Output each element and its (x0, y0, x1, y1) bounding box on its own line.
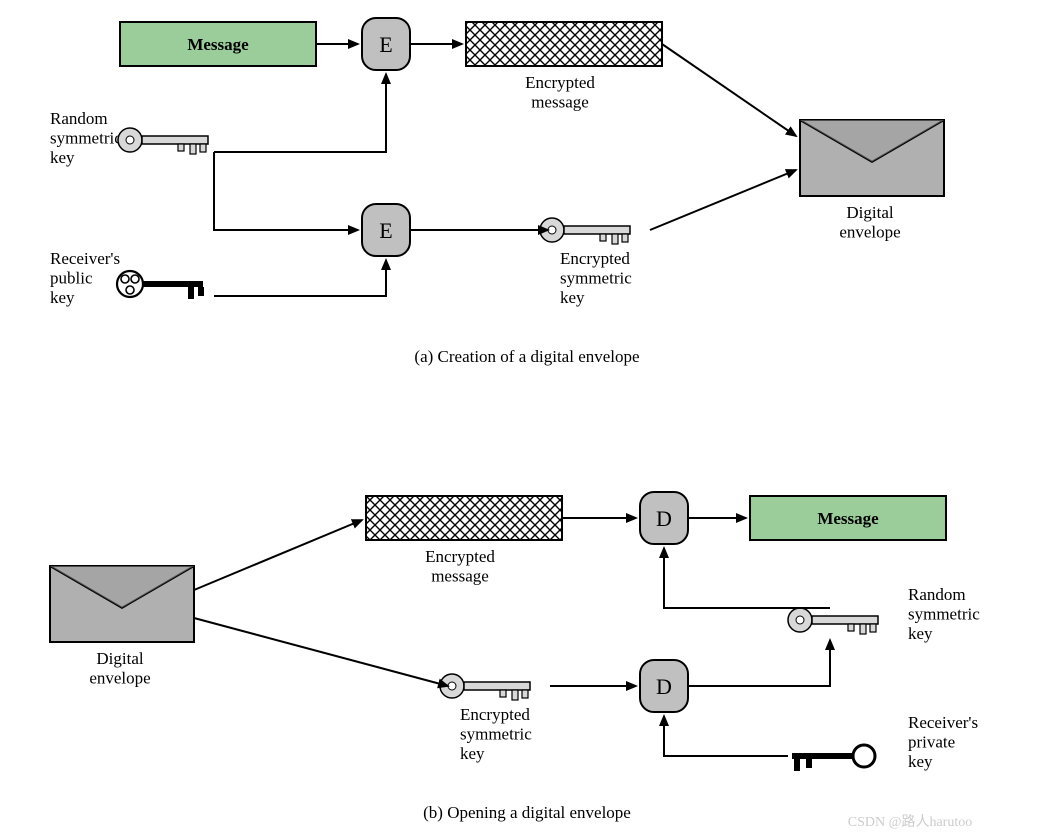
svg-text:Encrypted: Encrypted (560, 249, 630, 268)
svg-text:key: key (560, 288, 585, 307)
svg-text:private: private (908, 733, 955, 752)
cipher-node: E (362, 204, 410, 256)
cipher-node: D (640, 660, 688, 712)
svg-text:key: key (460, 744, 485, 763)
cipher-node: D (640, 492, 688, 544)
silverKey-icon (540, 218, 630, 244)
svg-text:Encrypted: Encrypted (525, 73, 595, 92)
svg-text:D: D (656, 674, 672, 699)
svg-text:key: key (908, 624, 933, 643)
svg-text:Random: Random (50, 109, 108, 128)
svg-text:envelope: envelope (839, 223, 900, 242)
arrow (194, 618, 448, 686)
svg-text:(b) Opening a digital envelope: (b) Opening a digital envelope (423, 803, 631, 822)
digital-envelope (50, 566, 194, 642)
silverKey-icon (788, 608, 878, 634)
encrypted-box (366, 496, 562, 540)
receiver-public-key-label: Receiver'spublickey (50, 249, 120, 307)
message-box: Message (120, 22, 316, 66)
svg-text:symmetric: symmetric (560, 269, 632, 288)
ornateKey-icon (117, 271, 204, 299)
svg-text:Digital: Digital (846, 203, 893, 222)
svg-text:public: public (50, 269, 93, 288)
watermark: CSDN @路人harutoo (848, 814, 973, 830)
svg-text:Receiver's: Receiver's (50, 249, 120, 268)
arrow (214, 74, 386, 152)
svg-text:symmetric: symmetric (908, 605, 980, 624)
svg-text:Encrypted: Encrypted (460, 705, 530, 724)
svg-text:Digital: Digital (96, 649, 143, 668)
encrypted-symmetric-key-label-b: Encryptedsymmetrickey (460, 705, 532, 763)
cipher-node: E (362, 18, 410, 70)
svg-text:Encrypted: Encrypted (425, 547, 495, 566)
encrypted-message-label-b: Encryptedmessage (425, 547, 495, 586)
svg-text:Message: Message (187, 35, 249, 54)
svg-text:E: E (379, 218, 392, 243)
encrypted-message-label: Encryptedmessage (525, 73, 595, 112)
svg-text:D: D (656, 506, 672, 531)
svg-text:message: message (431, 567, 489, 586)
random-symmetric-key-label: Randomsymmetrickey (50, 109, 122, 167)
silverKey-icon (440, 674, 530, 700)
arrow (214, 152, 358, 230)
arrow (662, 44, 796, 136)
silverKey-icon (118, 128, 208, 154)
svg-text:symmetric: symmetric (50, 129, 122, 148)
encrypted-box (466, 22, 662, 66)
svg-text:envelope: envelope (89, 669, 150, 688)
svg-text:key: key (50, 288, 75, 307)
random-symmetric-key-label-b: Randomsymmetrickey (908, 585, 980, 643)
caption-b: (b) Opening a digital envelope (423, 803, 631, 822)
message-box: Message (750, 496, 946, 540)
caption-a: (a) Creation of a digital envelope (414, 347, 639, 366)
digital-envelope-label-b: Digitalenvelope (89, 649, 150, 688)
svg-text:message: message (531, 93, 589, 112)
arrow (194, 520, 362, 590)
svg-text:CSDN @路人harutoo: CSDN @路人harutoo (848, 814, 973, 830)
arrow (214, 260, 386, 296)
arrow (664, 548, 830, 608)
svg-text:(a) Creation of a digital enve: (a) Creation of a digital envelope (414, 347, 639, 366)
arrow (664, 716, 788, 756)
svg-text:symmetric: symmetric (460, 725, 532, 744)
svg-text:E: E (379, 32, 392, 57)
svg-text:Message: Message (817, 509, 879, 528)
svg-text:Receiver's: Receiver's (908, 713, 978, 732)
arrow (688, 640, 830, 686)
svg-text:key: key (908, 752, 933, 771)
arrow (650, 170, 796, 230)
svg-text:Random: Random (908, 585, 966, 604)
svg-text:key: key (50, 148, 75, 167)
digital-envelope-label: Digitalenvelope (839, 203, 900, 242)
blackKey-icon (792, 745, 875, 771)
encrypted-symmetric-key-label: Encryptedsymmetrickey (560, 249, 632, 307)
digital-envelope (800, 120, 944, 196)
receiver-private-key-label: Receiver'sprivatekey (908, 713, 978, 771)
